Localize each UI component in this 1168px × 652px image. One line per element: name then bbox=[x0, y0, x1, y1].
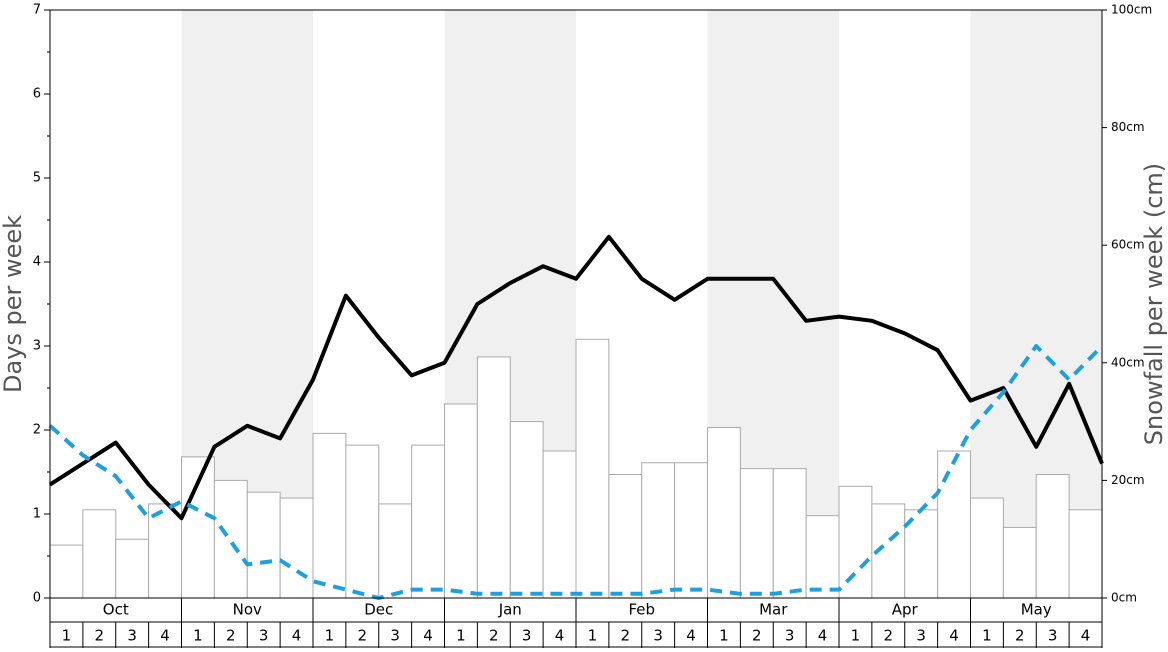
bar bbox=[476, 356, 511, 599]
bar bbox=[213, 479, 248, 599]
week-label: 4 bbox=[555, 627, 565, 645]
y-tick-label: 2 bbox=[33, 423, 41, 438]
y-tick-label: 7 bbox=[33, 3, 41, 18]
y-tick-label: 3 bbox=[33, 339, 41, 354]
week-label: 2 bbox=[621, 627, 631, 645]
y2-tick-label: 100cm bbox=[1111, 3, 1152, 17]
bar bbox=[509, 421, 544, 599]
month-label: Mar bbox=[759, 601, 788, 619]
week-label: 4 bbox=[423, 627, 433, 645]
month-label: Oct bbox=[103, 601, 129, 619]
week-label: 3 bbox=[653, 627, 663, 645]
week-label: 4 bbox=[292, 627, 302, 645]
bar bbox=[970, 497, 1004, 599]
week-label: 2 bbox=[358, 627, 368, 645]
y2-tick-label: 40cm bbox=[1111, 355, 1145, 369]
week-label: 3 bbox=[785, 627, 795, 645]
y-tick-label: 1 bbox=[33, 507, 41, 522]
week-label: 3 bbox=[259, 627, 269, 645]
bar bbox=[115, 538, 150, 599]
week-label: 1 bbox=[982, 627, 992, 645]
week-label: 4 bbox=[818, 627, 828, 645]
week-label: 1 bbox=[193, 627, 203, 645]
bar bbox=[937, 450, 971, 599]
bar bbox=[674, 462, 708, 599]
bar bbox=[148, 503, 182, 599]
y-tick-label: 4 bbox=[33, 255, 41, 270]
y2-tick-label: 80cm bbox=[1111, 120, 1145, 134]
month-label: Nov bbox=[233, 601, 262, 619]
y-tick-label: 5 bbox=[33, 171, 41, 186]
week-label: 2 bbox=[95, 627, 105, 645]
bar bbox=[279, 497, 314, 599]
bar bbox=[641, 462, 676, 599]
bar bbox=[1002, 526, 1037, 599]
bar bbox=[772, 468, 807, 599]
line-series bbox=[48, 344, 1104, 600]
bar bbox=[82, 509, 117, 599]
bar bbox=[542, 450, 577, 599]
month-label: May bbox=[1021, 601, 1052, 619]
y2-tick-label: 20cm bbox=[1111, 473, 1145, 487]
bar bbox=[246, 491, 281, 599]
month-label: Feb bbox=[628, 601, 655, 619]
week-label: 1 bbox=[456, 627, 466, 645]
week-label: 3 bbox=[1048, 627, 1058, 645]
bar bbox=[1068, 509, 1103, 599]
y2-tick-label: 0cm bbox=[1111, 591, 1137, 605]
week-label: 2 bbox=[489, 627, 499, 645]
week-label: 1 bbox=[62, 627, 72, 645]
month-label: Apr bbox=[892, 601, 919, 619]
y-axis-label: Days per week bbox=[0, 215, 27, 393]
week-label: 1 bbox=[851, 627, 861, 645]
week-label: 3 bbox=[127, 627, 137, 645]
bar bbox=[707, 426, 741, 599]
week-label: 3 bbox=[916, 627, 926, 645]
week-label: 4 bbox=[160, 627, 170, 645]
week-label: 3 bbox=[390, 627, 400, 645]
bar bbox=[345, 444, 380, 599]
line-series bbox=[48, 234, 1104, 521]
bar bbox=[608, 474, 643, 599]
y2-tick-label: 60cm bbox=[1111, 238, 1145, 252]
week-label: 2 bbox=[752, 627, 762, 645]
y2-axis-label: Snowfall per week (cm) bbox=[1140, 163, 1168, 445]
week-label: 1 bbox=[588, 627, 598, 645]
y-tick-label: 0 bbox=[33, 591, 41, 606]
bar bbox=[739, 468, 774, 599]
month-label: Dec bbox=[364, 601, 393, 619]
bar bbox=[312, 432, 347, 599]
bar bbox=[411, 444, 445, 599]
week-label: 4 bbox=[1081, 627, 1091, 645]
bar bbox=[575, 338, 610, 599]
week-label: 1 bbox=[719, 627, 729, 645]
week-label: 3 bbox=[522, 627, 532, 645]
bar bbox=[805, 515, 840, 599]
month-label: Jan bbox=[498, 601, 522, 619]
bar bbox=[838, 485, 873, 599]
bar bbox=[1035, 474, 1070, 599]
week-label: 4 bbox=[686, 627, 696, 645]
bar bbox=[444, 403, 478, 599]
week-label: 2 bbox=[226, 627, 236, 645]
week-label: 2 bbox=[1015, 627, 1025, 645]
bar bbox=[378, 503, 413, 599]
week-label: 1 bbox=[325, 627, 335, 645]
week-label: 4 bbox=[949, 627, 959, 645]
week-label: 2 bbox=[884, 627, 894, 645]
y-tick-label: 6 bbox=[33, 87, 41, 102]
bar bbox=[49, 544, 84, 599]
